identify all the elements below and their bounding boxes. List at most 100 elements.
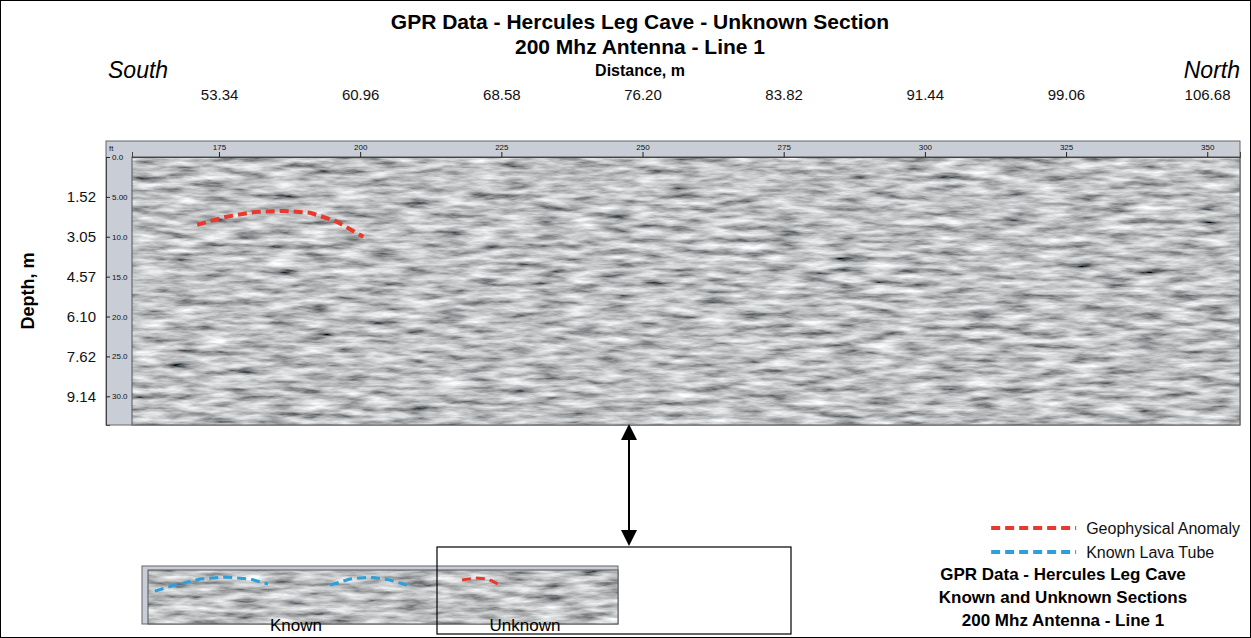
annotation: South bbox=[108, 57, 168, 83]
x-axis: 53.34 60.96 68.58 76.20 83.82 91.44 99.06 106.6… bbox=[133, 86, 1241, 158]
y-axis-tick-label: 9.14 bbox=[67, 388, 96, 405]
x2-axis-tick-label: 175 bbox=[213, 143, 227, 152]
legend-label: Geophysical Anomaly bbox=[1086, 520, 1240, 537]
ruler-unit: ft bbox=[109, 144, 114, 153]
y2-axis-tick-label: 5.00 bbox=[112, 193, 128, 202]
ruler-background bbox=[106, 141, 1240, 425]
x-axis-tick: 68.58 bbox=[483, 86, 521, 157]
y2-axis-tick-mark bbox=[106, 237, 110, 238]
y2-axis-tick: 0.0 bbox=[106, 153, 124, 162]
x2-axis-tick-mark bbox=[360, 152, 361, 157]
y2-axis-line bbox=[107, 158, 111, 426]
legend-swatch bbox=[991, 550, 1076, 554]
y-axis: 1.52 3.05 4.57 6.10 7.62 9.14 bbox=[67, 158, 107, 426]
y2-axis-tick-label: 10.0 bbox=[112, 233, 128, 242]
section-label: Unknown bbox=[490, 616, 561, 635]
y2-axis-tick: 30.0 bbox=[106, 392, 128, 401]
x-axis-tick-label: 68.58 bbox=[483, 86, 521, 103]
series-line bbox=[197, 211, 363, 237]
x2-axis-tick: 350 bbox=[1201, 143, 1215, 157]
x2-axis-tick: 325 bbox=[1060, 143, 1074, 157]
series-group bbox=[197, 211, 363, 237]
title: GPR Data - Hercules Leg Cave - Unknown S… bbox=[391, 10, 889, 33]
x2-axis-tick: 225 bbox=[495, 143, 509, 157]
y2-axis-tick-label: 0.0 bbox=[112, 153, 124, 162]
y2-axis-tick-label: 15.0 bbox=[112, 273, 128, 282]
x-axis-tick-label: 53.34 bbox=[201, 86, 239, 103]
annotation: North bbox=[1184, 57, 1240, 83]
x2-axis-tick-label: 325 bbox=[1060, 143, 1074, 152]
x-axis-tick-label: 99.06 bbox=[1048, 86, 1086, 103]
x-axis-tick-label: 76.20 bbox=[624, 86, 662, 103]
subtitle: 200 Mhz Antenna - Line 1 bbox=[515, 35, 765, 58]
legend-swatch bbox=[991, 526, 1076, 530]
series-group bbox=[155, 577, 500, 591]
y2-axis-tick-label: 30.0 bbox=[112, 392, 128, 401]
x2-axis-tick-label: 350 bbox=[1201, 143, 1215, 152]
y2-axis-tick: 25.0 bbox=[106, 352, 128, 361]
x2-axis-tick-mark bbox=[784, 152, 785, 157]
y-axis-tick: 6.10 bbox=[67, 308, 106, 325]
x2-axis-tick: 300 bbox=[919, 143, 933, 157]
y2-axis-tick: 15.0 bbox=[106, 273, 128, 282]
x2-axis-tick-label: 200 bbox=[354, 143, 368, 152]
y-axis-tick-label: 3.05 bbox=[67, 228, 96, 245]
series-line bbox=[155, 577, 410, 591]
x-axis-tick-label: 83.82 bbox=[765, 86, 803, 103]
plot-frame bbox=[132, 157, 1240, 425]
x2-axis-tick-mark bbox=[925, 152, 926, 157]
x-axis-tick: 83.82 bbox=[765, 86, 803, 157]
y2-axis-tick-mark bbox=[106, 197, 110, 198]
x-axis-tick: 106.68 bbox=[1185, 86, 1231, 157]
x-axis-tick: 53.34 bbox=[201, 86, 239, 157]
y-axis-tick: 7.62 bbox=[67, 348, 106, 365]
x2-axis-tick-mark bbox=[1066, 152, 1067, 157]
inset-caption: 200 Mhz Antenna - Line 1 bbox=[962, 611, 1164, 630]
series-line bbox=[462, 578, 500, 585]
y2-axis-tick-mark bbox=[106, 277, 110, 278]
figure: GPR Data - Hercules Leg Cave - Unknown S… bbox=[0, 0, 1251, 638]
x2-axis-tick-mark bbox=[643, 152, 644, 157]
y2-axis-tick-label: 25.0 bbox=[112, 352, 128, 361]
x2-axis-tick-mark bbox=[1207, 152, 1208, 157]
y2-axis-tick: 20.0 bbox=[106, 313, 128, 322]
inset-title: GPR Data - Hercules Leg Cave bbox=[940, 565, 1186, 584]
y-axis-tick: 1.52 bbox=[67, 188, 106, 205]
x2-axis-tick: 175 bbox=[213, 143, 227, 157]
radargram bbox=[132, 157, 1240, 425]
y2-axis-tick-mark bbox=[106, 396, 110, 397]
y2-axis-tick-mark bbox=[106, 157, 110, 158]
section-box bbox=[437, 547, 791, 634]
inset-subtitle: Known and Unknown Sections bbox=[939, 588, 1187, 607]
y2-axis: 0.0 5.00 10.0 15.0 20.0 25.0 30.0 bbox=[106, 153, 128, 425]
y-axis-tick: 3.05 bbox=[67, 228, 106, 245]
x-axis-tick-label: 106.68 bbox=[1185, 86, 1231, 103]
x2-axis: 175 200 225 250 275 300 325 350 bbox=[133, 143, 1241, 158]
arrow bbox=[628, 432, 630, 538]
x2-axis-tick-label: 225 bbox=[495, 143, 509, 152]
y2-axis-tick: 10.0 bbox=[106, 233, 128, 242]
x2-axis-tick: 200 bbox=[354, 143, 368, 157]
y-axis-title: Depth, m bbox=[18, 252, 38, 329]
x2-axis-tick: 250 bbox=[636, 143, 650, 157]
x-axis-tick: 91.44 bbox=[906, 86, 944, 157]
x-axis-tick-label: 60.96 bbox=[342, 86, 380, 103]
x2-axis-tick: 275 bbox=[778, 143, 792, 157]
y2-axis-tick: 5.00 bbox=[106, 193, 128, 202]
x2-axis-tick-label: 300 bbox=[919, 143, 933, 152]
y2-axis-tick-mark bbox=[106, 356, 110, 357]
x2-axis-tick-mark bbox=[219, 152, 220, 157]
y-axis-tick-label: 7.62 bbox=[67, 348, 96, 365]
legend: Geophysical AnomalyKnown Lava Tube bbox=[991, 520, 1240, 561]
x-axis-tick: 76.20 bbox=[624, 86, 662, 157]
x2-axis-tick-label: 250 bbox=[636, 143, 650, 152]
y2-axis-tick-mark bbox=[106, 317, 110, 318]
section-label: Known bbox=[270, 616, 322, 635]
x-axis-tick: 60.96 bbox=[342, 86, 380, 157]
x2-axis-tick-mark bbox=[501, 152, 502, 157]
x-axis-title: Distance, m bbox=[595, 62, 685, 79]
y-axis-tick: 9.14 bbox=[67, 388, 106, 405]
y-axis-tick-label: 4.57 bbox=[67, 268, 96, 285]
y2-axis-tick-label: 20.0 bbox=[112, 313, 128, 322]
y-axis-tick-label: 1.52 bbox=[67, 188, 96, 205]
